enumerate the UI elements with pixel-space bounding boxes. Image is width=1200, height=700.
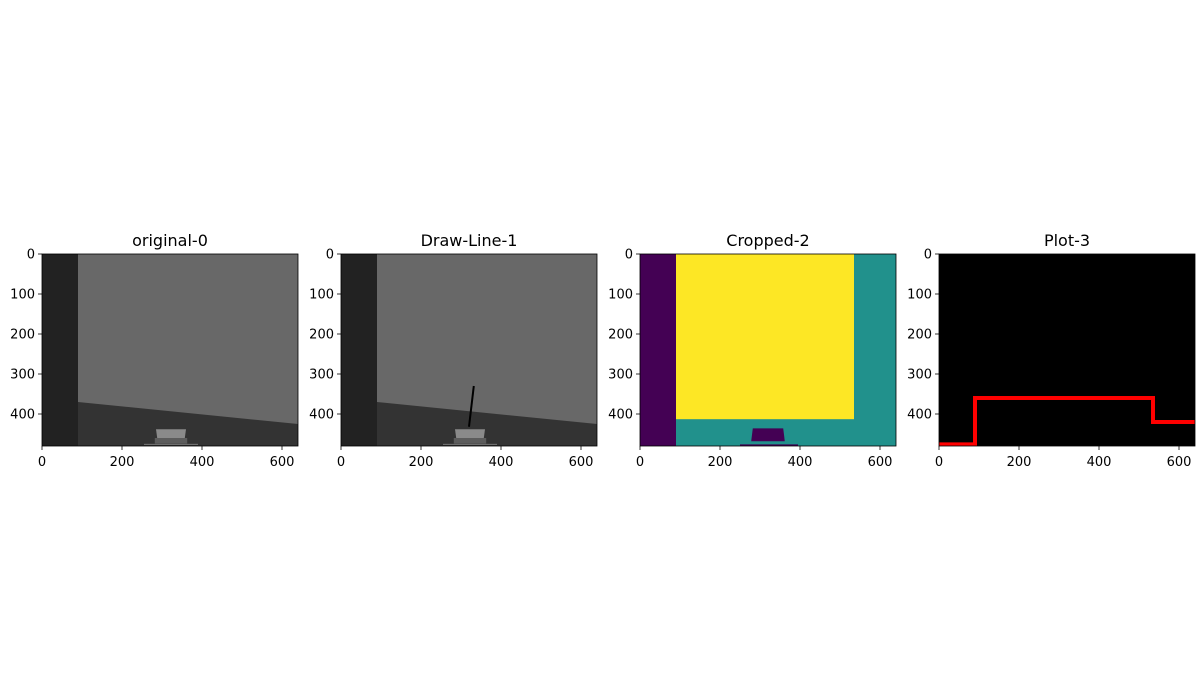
y-tick-label: 400	[608, 408, 633, 423]
y-tick-label: 300	[309, 368, 334, 383]
panel-title: Plot-3	[1044, 231, 1090, 250]
panel-title: original-0	[132, 231, 208, 250]
y-tick-label: 300	[907, 368, 932, 383]
y-tick-label: 400	[907, 408, 932, 423]
y-tick-label: 0	[924, 248, 932, 263]
x-tick-label: 400	[190, 455, 215, 470]
floor-region	[377, 402, 597, 446]
x-tick-label: 0	[38, 455, 46, 470]
y-tick-label: 300	[10, 368, 35, 383]
y-tick-label: 100	[10, 288, 35, 303]
x-tick-label: 200	[708, 455, 733, 470]
panel-title: Draw-Line-1	[421, 231, 518, 250]
low-value-band	[640, 254, 676, 446]
object-top	[156, 429, 186, 438]
x-tick-label: 200	[1007, 455, 1032, 470]
x-tick-label: 400	[1087, 455, 1112, 470]
y-tick-label: 200	[907, 328, 932, 343]
left-wall-region	[341, 254, 377, 446]
x-tick-label: 200	[110, 455, 135, 470]
x-tick-label: 400	[489, 455, 514, 470]
floor-region	[78, 402, 298, 446]
x-tick-label: 200	[409, 455, 434, 470]
y-tick-label: 100	[907, 288, 932, 303]
y-tick-label: 0	[326, 248, 334, 263]
axes-frame	[340, 253, 598, 447]
x-tick-label: 0	[935, 455, 943, 470]
x-tick-label: 600	[1167, 455, 1192, 470]
object-top	[455, 429, 485, 438]
y-tick-label: 100	[608, 288, 633, 303]
drawn-line	[468, 385, 475, 427]
high-value-region	[676, 254, 854, 420]
axes-frame	[938, 253, 1196, 447]
panel-3: 0 200 400 600 0 100 200 300 400 Plot-3	[907, 231, 1196, 470]
panel-1-image	[341, 254, 597, 446]
x-tick-label: 0	[636, 455, 644, 470]
panel-0: 0 200 400 600 0 100 200 300 400 original-0	[10, 231, 299, 470]
x-tick-label: 400	[788, 455, 813, 470]
x-tick-label: 600	[569, 455, 594, 470]
y-tick-label: 300	[608, 368, 633, 383]
panel-title: Cropped-2	[726, 231, 809, 250]
panel-0-image	[42, 254, 298, 446]
y-tick-label: 200	[309, 328, 334, 343]
panel-2-image	[640, 254, 896, 446]
y-tick-label: 400	[10, 408, 35, 423]
plot-background	[939, 254, 1195, 446]
y-tick-label: 200	[608, 328, 633, 343]
y-tick-label: 200	[10, 328, 35, 343]
y-tick-label: 100	[309, 288, 334, 303]
x-tick-label: 0	[337, 455, 345, 470]
y-tick-label: 400	[309, 408, 334, 423]
object-base	[154, 438, 188, 444]
x-tick-label: 600	[868, 455, 893, 470]
object-base	[453, 438, 487, 444]
panel-3-image	[939, 254, 1195, 446]
panel-1: 0 200 400 600 0 100 200 300 400 Draw-Line-1	[309, 231, 598, 470]
y-tick-label: 0	[27, 248, 35, 263]
series-line	[939, 396, 1195, 446]
axes-frame	[639, 253, 897, 447]
axes-frame	[41, 253, 299, 447]
low-value-object	[751, 428, 785, 442]
left-wall-region	[42, 254, 78, 446]
y-tick-label: 0	[625, 248, 633, 263]
panel-2: 0 200 400 600 0 100 200 300 400 Cropped-2	[608, 231, 897, 470]
x-tick-label: 600	[270, 455, 295, 470]
